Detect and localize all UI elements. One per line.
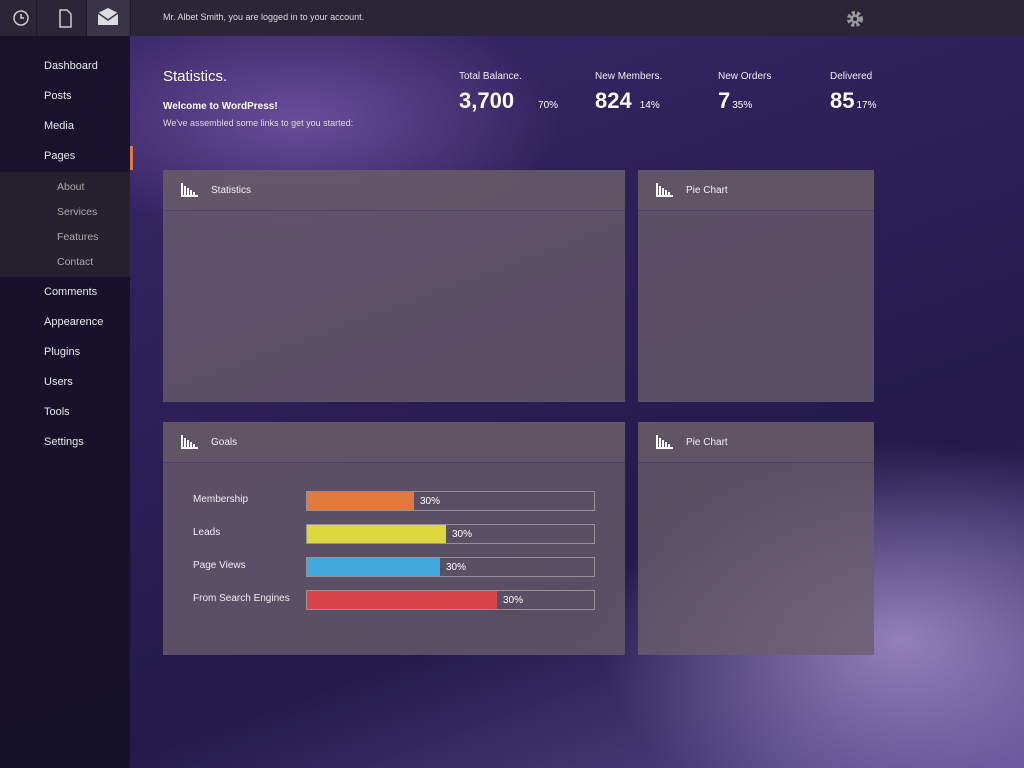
stat-value: 3,700: [459, 88, 515, 113]
stat-percent: 70%: [538, 100, 559, 111]
menu-item[interactable]: Appearence: [44, 316, 104, 328]
goal-bar: [307, 558, 440, 576]
menu-item[interactable]: Media: [44, 120, 74, 132]
goal-text: 30%: [503, 595, 524, 606]
topbar: Mr. Albet Smith, you are logged in to yo…: [0, 0, 1024, 36]
menu-item[interactable]: Tools: [44, 406, 70, 418]
stat-percent: 14%: [639, 100, 660, 111]
mail-icon[interactable]: [87, 0, 131, 36]
goal-track: 30%: [306, 491, 595, 511]
panel-header: 0%20%40%60%80%100%JanFebMarAprMayJunJulA…: [163, 170, 625, 211]
stat-row: 7 35%: [718, 88, 752, 114]
submenu-item[interactable]: Features: [57, 231, 99, 243]
menu-item[interactable]: Posts: [44, 90, 72, 102]
menu-item[interactable]: Users: [44, 376, 73, 388]
stat-percent: 17%: [856, 100, 877, 111]
goal-track: 30%: [306, 557, 595, 577]
goals-panel: Goals Membership 30% Leads 30% Page Views 30%…: [163, 422, 625, 655]
panel-title: Statistics: [211, 185, 252, 196]
goal-text: 30%: [420, 496, 441, 507]
goal-bar: [307, 492, 414, 510]
stat-value: 7: [718, 88, 731, 113]
active-marker: [130, 146, 133, 170]
menu-item[interactable]: Pages: [44, 150, 76, 162]
goal-bar: [307, 525, 446, 543]
goal-label: From Search Engines: [193, 593, 290, 604]
stat-label: New Members.: [595, 71, 663, 82]
panel-title: Pie Chart: [686, 437, 728, 448]
bar-chart: [638, 422, 874, 655]
page-title: Statistics.: [163, 68, 228, 85]
bar-panel: Pie Chart: [638, 422, 874, 655]
submenu-item[interactable]: Contact: [57, 256, 94, 268]
pie-chart: [638, 170, 874, 402]
stat-row: 85 17%: [830, 88, 877, 114]
login-message: Mr. Albet Smith, you are logged in to yo…: [163, 12, 365, 22]
clock-icon[interactable]: [0, 0, 37, 36]
goal-text: 30%: [446, 562, 467, 573]
statistics-panel: 0%20%40%60%80%100%JanFebMarAprMayJunJulA…: [163, 170, 625, 402]
menu-item[interactable]: Comments: [44, 286, 98, 298]
submenu: [0, 172, 130, 277]
goal-track: 30%: [306, 590, 595, 610]
menu-item[interactable]: Plugins: [44, 346, 81, 358]
stat-value: 85: [830, 88, 855, 113]
sidebar: [0, 36, 130, 768]
stat-row: 3,700 70%: [459, 88, 558, 114]
stat-row: 824 14%: [595, 88, 660, 114]
menu-item[interactable]: Dashboard: [44, 60, 98, 72]
menu-item[interactable]: Settings: [44, 436, 84, 448]
goal-label: Leads: [193, 527, 221, 538]
panel-title: Pie Chart: [686, 185, 728, 196]
line-chart: [163, 170, 625, 402]
page-icon[interactable]: [43, 0, 87, 36]
welcome-subtitle: We've assembled some links to get you st…: [163, 118, 354, 128]
submenu-item[interactable]: About: [57, 181, 85, 193]
goal-bar: [307, 591, 497, 609]
goal-label: Membership: [193, 494, 249, 505]
panel-header: Pie Chart: [638, 422, 874, 463]
goal-text: 30%: [452, 529, 473, 540]
settings-icon[interactable]: [845, 9, 865, 29]
stat-label: New Orders: [718, 71, 772, 82]
submenu-item[interactable]: Services: [57, 206, 98, 218]
stat-label: Total Balance.: [459, 71, 522, 82]
panel-title: Goals: [211, 437, 238, 448]
stat-percent: 35%: [732, 100, 753, 111]
stat-value: 824: [595, 88, 632, 113]
panel-header: JanFebMarAprMayJunPie Chart: [638, 170, 874, 211]
pie-panel: JanFebMarAprMayJunPie Chart: [638, 170, 874, 402]
goal-track: 30%: [306, 524, 595, 544]
goal-label: Page Views: [193, 560, 246, 571]
welcome: Welcome to WordPress!: [163, 101, 278, 112]
stat-label: Delivered: [830, 71, 873, 82]
panel-header: Goals: [163, 422, 625, 463]
